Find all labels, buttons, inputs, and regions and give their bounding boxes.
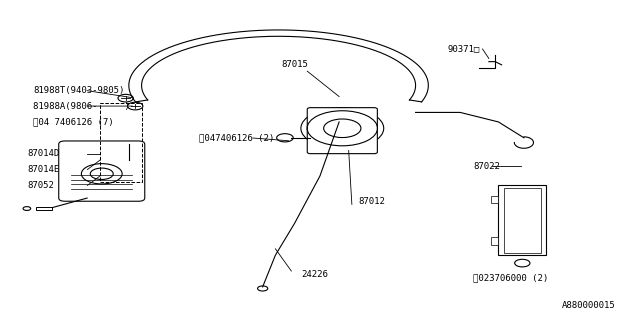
Text: 90371□: 90371□ <box>447 44 480 53</box>
Bar <box>100 103 141 182</box>
Text: 87052: 87052 <box>27 181 54 190</box>
Text: 87012: 87012 <box>358 197 385 206</box>
Text: 87022: 87022 <box>473 162 500 171</box>
Text: Ⓢ047406126 (2): Ⓢ047406126 (2) <box>199 133 274 142</box>
Bar <box>504 188 541 252</box>
Bar <box>499 185 546 255</box>
Text: 87015: 87015 <box>282 60 308 69</box>
Text: Ⓢ023706000 (2): Ⓢ023706000 (2) <box>473 273 548 282</box>
Text: 81988T(9403-9805): 81988T(9403-9805) <box>33 86 125 95</box>
Text: 24226: 24226 <box>301 270 328 279</box>
Text: A880000015: A880000015 <box>562 301 616 310</box>
Text: 87014E: 87014E <box>27 165 59 174</box>
Text: Ⓢ04 7406126 (7): Ⓢ04 7406126 (7) <box>33 117 114 126</box>
Bar <box>491 196 499 203</box>
FancyBboxPatch shape <box>307 108 378 154</box>
Bar <box>36 207 52 210</box>
Text: 81988A(9806-     ): 81988A(9806- ) <box>33 101 130 111</box>
FancyBboxPatch shape <box>59 141 145 201</box>
Text: 87014D: 87014D <box>27 149 59 158</box>
Circle shape <box>339 126 346 130</box>
Bar <box>491 237 499 245</box>
